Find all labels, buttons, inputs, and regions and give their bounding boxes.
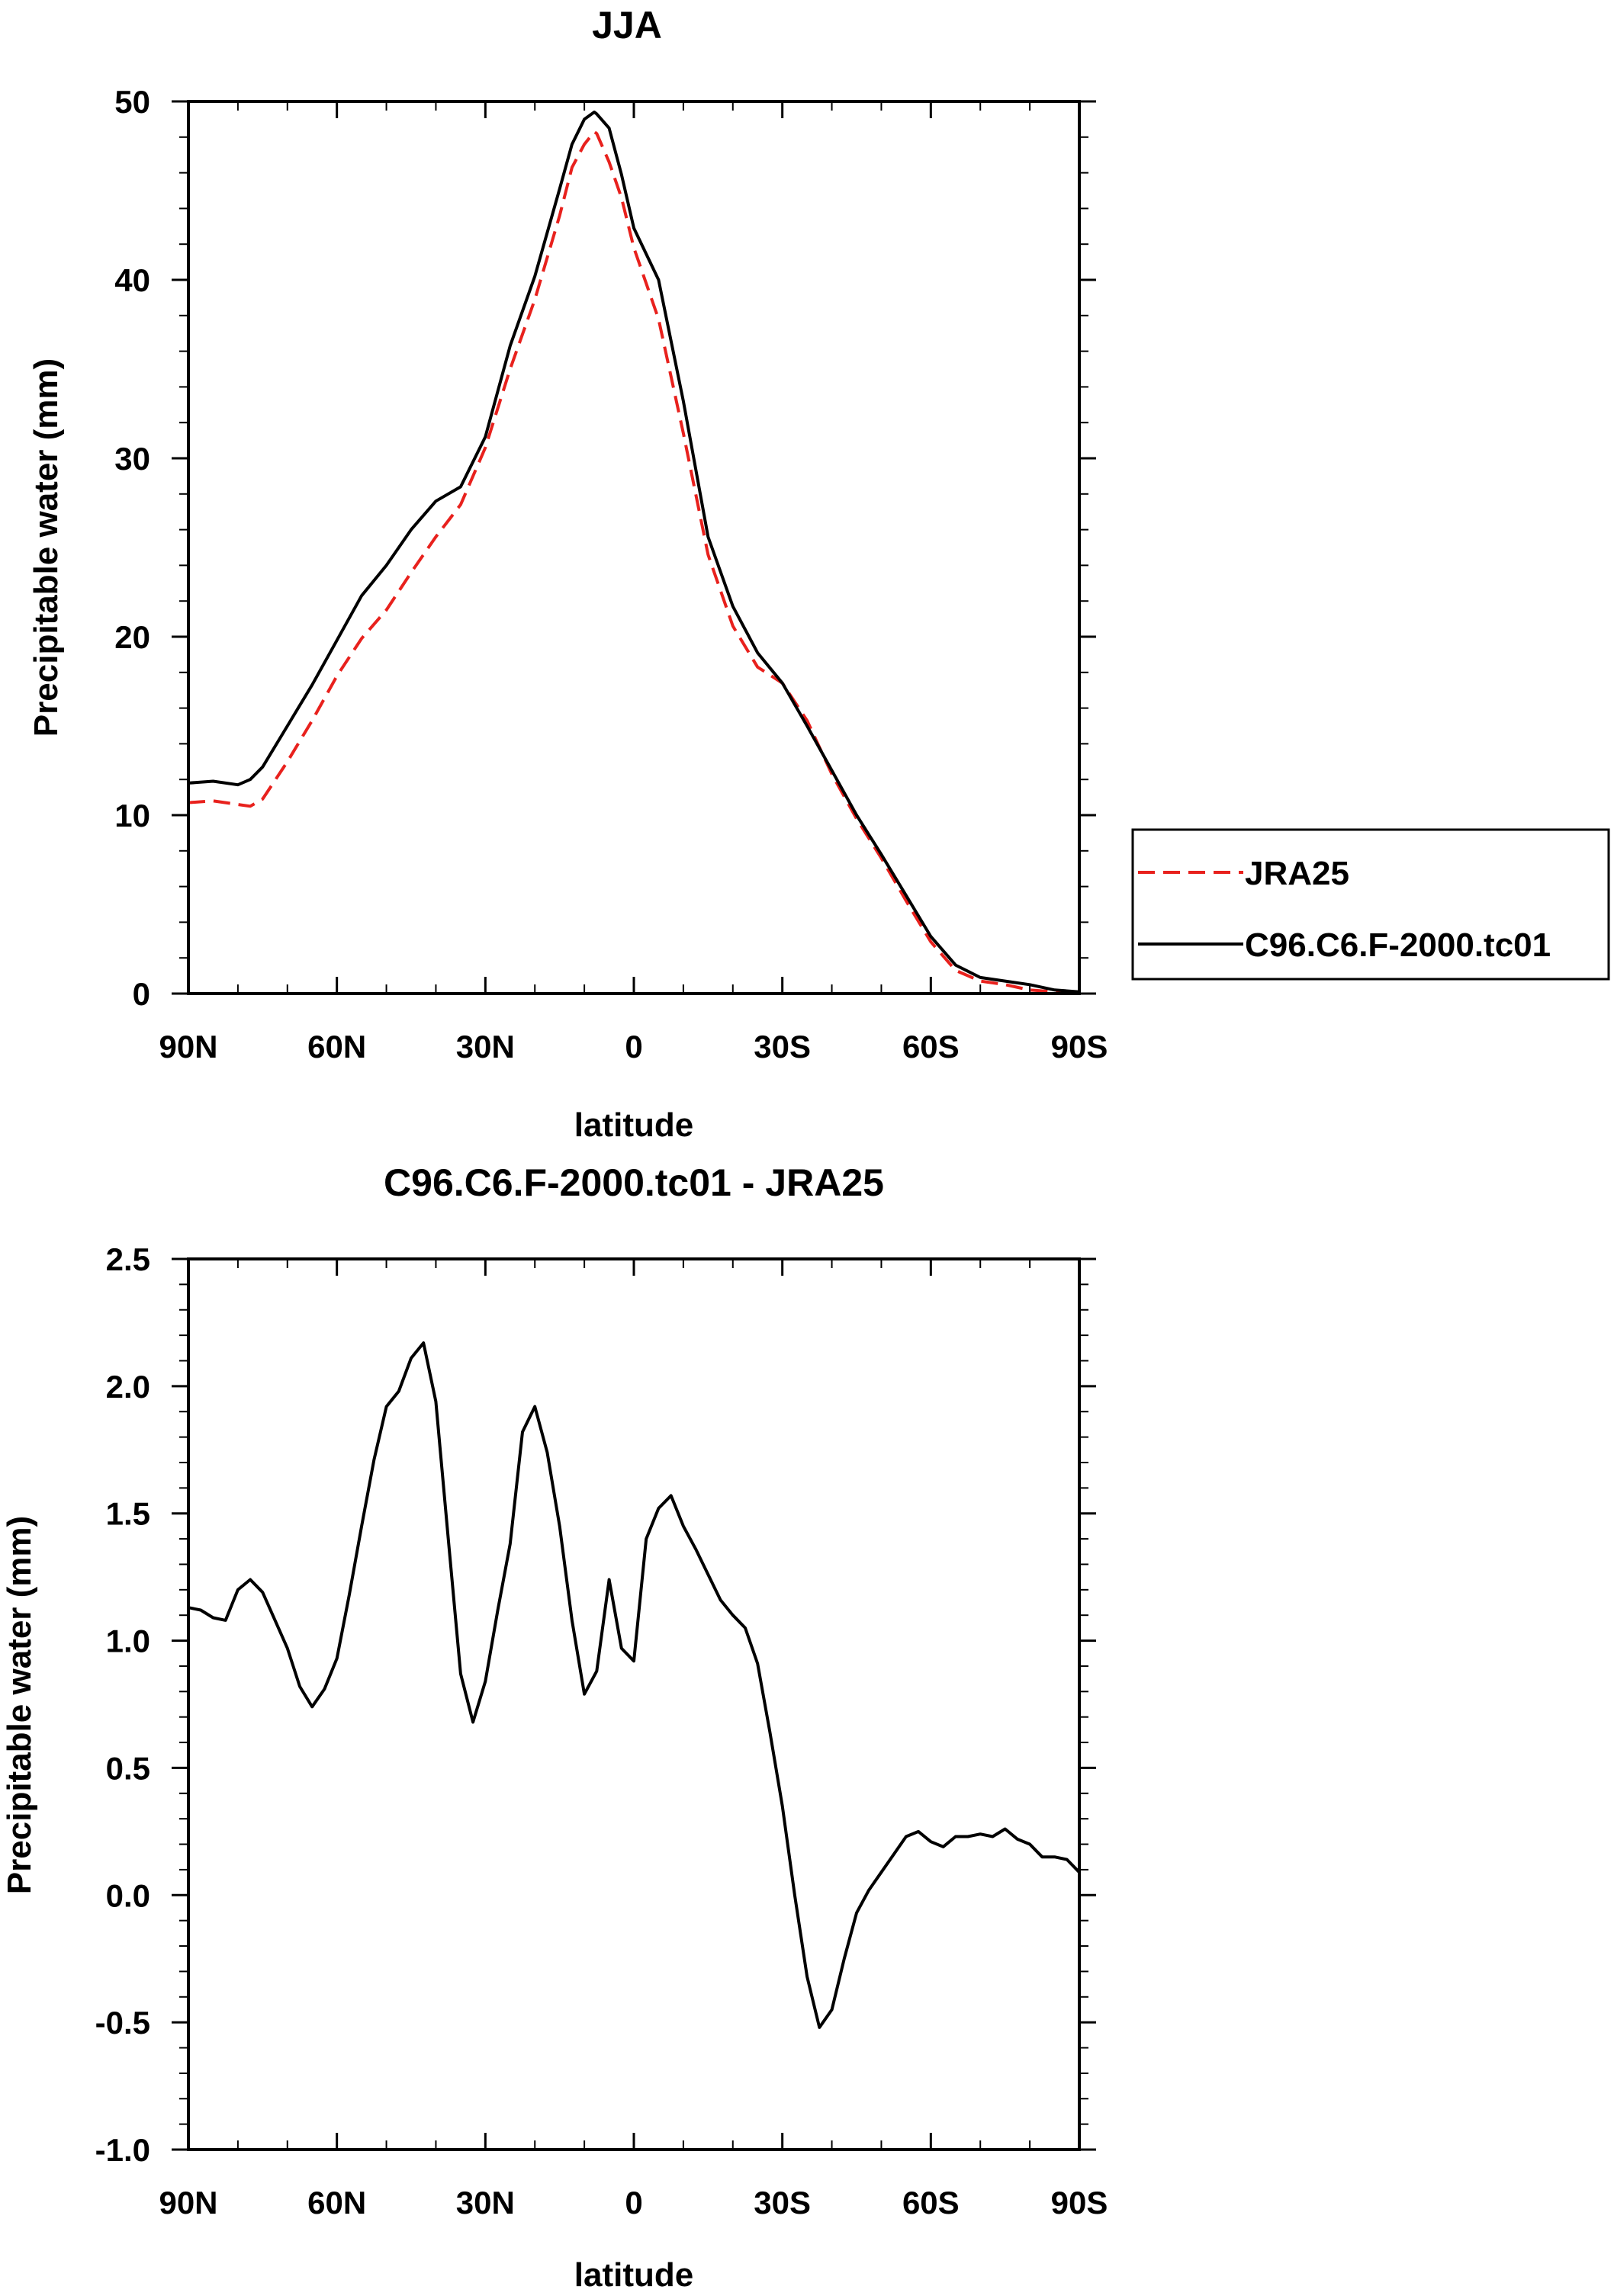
x-tick-label: 90S — [1051, 2185, 1108, 2221]
bottom-plot-frame — [187, 1257, 1081, 2151]
x-tick-label: 30N — [456, 1029, 515, 1065]
x-tick-label: 90S — [1051, 1029, 1108, 1065]
y-tick-label: 1.5 — [106, 1496, 150, 1532]
bottom-axis-ticks — [172, 1257, 1096, 2151]
y-tick-label: -0.5 — [95, 2005, 150, 2041]
x-tick-label: 60N — [307, 2185, 366, 2221]
top-x-tick-labels: 90N 60N 30N 0 30S 60S 90S — [159, 1029, 1108, 1065]
bottom-chart-title: C96.C6.F-2000.tc01 - JRA25 — [384, 1161, 884, 1204]
x-tick-label: 0 — [625, 2185, 642, 2221]
legend-label-c96: C96.C6.F-2000.tc01 — [1245, 926, 1551, 964]
y-tick-label: 2.5 — [106, 1241, 150, 1277]
top-y-tick-labels: 0 10 20 30 40 50 — [114, 84, 150, 1012]
y-tick-label: 0 — [133, 976, 150, 1012]
x-tick-label: 30S — [754, 2185, 811, 2221]
top-plot-frame — [187, 100, 1081, 995]
legend-label-jra25: JRA25 — [1245, 855, 1349, 892]
x-tick-label: 60S — [902, 1029, 960, 1065]
x-tick-label: 90N — [159, 1029, 217, 1065]
y-tick-label: 30 — [114, 441, 150, 477]
y-tick-label: -1.0 — [95, 2132, 150, 2168]
x-tick-label: 0 — [625, 1029, 642, 1065]
y-tick-label: 0.0 — [106, 1877, 150, 1913]
top-chart-title: JJA — [592, 4, 662, 47]
x-tick-label: 30S — [754, 1029, 811, 1065]
series-line-0-1 — [188, 111, 1080, 994]
y-tick-label: 50 — [114, 84, 150, 120]
legend: JRA25 C96.C6.F-2000.tc01 — [1131, 828, 1610, 981]
bottom-series-group — [188, 1341, 1081, 2029]
series-line-0-0 — [188, 130, 1080, 995]
series-line-1-0 — [188, 1341, 1081, 2029]
bottom-x-axis-label: latitude — [574, 2256, 693, 2294]
x-tick-label: 30N — [456, 2185, 515, 2221]
top-y-axis-label: Precipitable water (mm) — [27, 358, 65, 737]
bottom-panel: C96.C6.F-2000.tc01 - JRA25 90N 60N 30N 0 30S… — [1, 1161, 1108, 2294]
y-tick-label: 1.0 — [106, 1623, 150, 1659]
bottom-y-tick-labels: -1.0 -0.5 0.0 0.5 1.0 1.5 2.0 2.5 — [95, 1241, 150, 2168]
y-tick-label: 40 — [114, 262, 150, 298]
top-series-group — [188, 111, 1080, 995]
bottom-y-axis-label: Precipitable water (mm) — [1, 1516, 38, 1894]
legend-box — [1131, 828, 1610, 981]
x-tick-label: 60S — [902, 2185, 960, 2221]
y-tick-label: 20 — [114, 619, 150, 655]
y-tick-label: 2.0 — [106, 1369, 150, 1405]
top-x-axis-label: latitude — [574, 1106, 693, 1144]
x-tick-label: 60N — [307, 1029, 366, 1065]
x-tick-label: 90N — [159, 2185, 217, 2221]
top-axis-ticks — [172, 100, 1096, 995]
y-tick-label: 10 — [114, 798, 150, 833]
top-panel: JJA 90N 60N 30N 0 30S 60S 90S 0 10 20 30 40 50 lati… — [27, 4, 1610, 1144]
y-tick-label: 0.5 — [106, 1750, 150, 1786]
bottom-x-tick-labels: 90N 60N 30N 0 30S 60S 90S — [159, 2185, 1108, 2221]
